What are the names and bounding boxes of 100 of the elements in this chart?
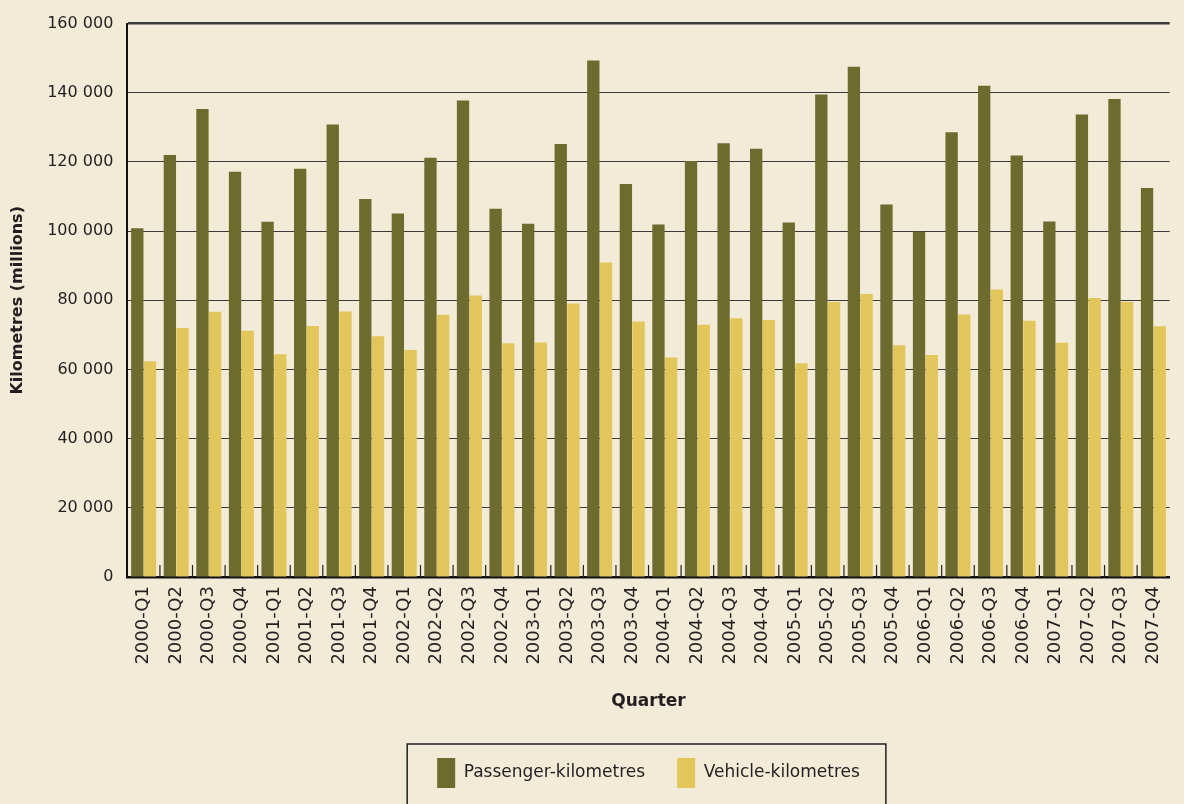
bar <box>730 318 743 577</box>
y-tick-label: 40 000 <box>57 427 114 447</box>
bar <box>1121 301 1134 577</box>
y-tick-label: 0 <box>103 566 114 586</box>
bar <box>827 302 841 577</box>
y-tick-label: 80 000 <box>57 289 114 309</box>
bar <box>489 208 502 577</box>
bar <box>1075 114 1089 577</box>
x-tick-label: 2001-Q3 <box>326 586 348 665</box>
x-tick-label: 2006-Q3 <box>978 586 1000 665</box>
bar <box>925 354 938 577</box>
legend-label: Passenger-kilometres <box>463 761 646 782</box>
bar <box>782 222 795 577</box>
bar <box>274 354 287 577</box>
x-tick-label: 2007-Q2 <box>1075 586 1097 665</box>
bar <box>665 357 678 577</box>
y-tick-label: 100 000 <box>47 220 114 240</box>
x-tick-label: 2001-Q4 <box>359 586 381 665</box>
y-tick-label: 60 000 <box>57 358 114 378</box>
x-tick-label: 2003-Q3 <box>587 586 609 665</box>
x-tick-label: 2006-Q4 <box>1010 586 1032 665</box>
bar <box>228 171 242 577</box>
bar <box>1055 342 1069 577</box>
x-tick-label: 2005-Q2 <box>815 586 837 665</box>
bar <box>371 336 385 577</box>
bar <box>750 148 763 577</box>
bar <box>502 343 515 577</box>
bar <box>306 325 320 577</box>
bar <box>1088 297 1101 577</box>
bar <box>795 363 808 577</box>
bar <box>567 303 580 577</box>
bar <box>958 314 971 577</box>
x-tick-label: 2006-Q2 <box>945 586 967 665</box>
x-tick-label: 2001-Q1 <box>261 586 283 665</box>
x-tick-label: 2003-Q2 <box>554 586 576 665</box>
bar <box>339 311 352 577</box>
bar <box>326 124 339 577</box>
bar <box>684 160 698 577</box>
bar <box>860 294 873 577</box>
bar <box>196 109 209 577</box>
bar <box>945 132 958 577</box>
x-tick-label: 2003-Q4 <box>619 586 641 665</box>
bar <box>261 221 274 577</box>
bar <box>163 155 177 577</box>
bar <box>436 314 450 577</box>
y-axis-title: Kilometres (millions) <box>6 206 26 395</box>
x-axis-title: Quarter <box>611 690 687 711</box>
bar <box>912 231 926 577</box>
bar <box>404 350 417 577</box>
x-tick-label: 2005-Q4 <box>880 586 902 665</box>
y-tick-label: 20 000 <box>57 497 114 516</box>
y-tick-label: 140 000 <box>47 81 114 101</box>
bar <box>1140 187 1154 577</box>
bar <box>697 324 710 577</box>
bar <box>847 66 861 577</box>
x-tick-label: 2002-Q1 <box>391 586 413 665</box>
x-tick-label: 2007-Q3 <box>1108 586 1130 665</box>
bar <box>131 228 144 577</box>
bar <box>632 321 645 577</box>
x-tick-label: 2000-Q2 <box>163 586 185 665</box>
y-tick-label: 160 000 <box>47 12 114 32</box>
x-tick-label: 2005-Q3 <box>847 586 869 665</box>
bar <box>456 100 470 577</box>
bar <box>176 327 189 577</box>
x-tick-label: 2005-Q1 <box>782 586 804 665</box>
x-tick-label: 2004-Q4 <box>750 586 772 665</box>
bar <box>990 289 1004 577</box>
x-tick-label: 2000-Q1 <box>131 586 153 665</box>
x-tick-label: 2000-Q4 <box>229 586 251 665</box>
bar <box>359 198 372 577</box>
bar <box>424 157 437 577</box>
x-tick-label: 2000-Q3 <box>196 586 218 665</box>
x-tick-label: 2004-Q2 <box>685 586 707 665</box>
x-tick-label: 2002-Q4 <box>489 586 511 665</box>
bar <box>815 94 828 577</box>
bar <box>1010 155 1023 577</box>
bar <box>522 223 535 577</box>
bar <box>599 262 613 577</box>
bar <box>1023 320 1036 577</box>
bar <box>294 168 307 577</box>
x-tick-label: 2001-Q2 <box>294 586 316 665</box>
x-tick-label: 2002-Q2 <box>424 586 446 665</box>
bar <box>1043 221 1056 577</box>
bar <box>143 361 157 577</box>
bar <box>1153 326 1166 577</box>
bar <box>762 320 776 577</box>
bar <box>717 143 730 577</box>
bar <box>1108 99 1121 577</box>
bar <box>619 184 633 577</box>
bar <box>978 85 991 577</box>
bar <box>469 295 482 577</box>
bar <box>587 60 600 577</box>
bar <box>391 213 405 577</box>
x-tick-label: 2006-Q1 <box>913 586 935 665</box>
bar <box>652 224 665 577</box>
x-tick-label: 2004-Q1 <box>652 586 674 665</box>
bar <box>880 204 893 577</box>
bar <box>208 311 222 577</box>
bar <box>554 143 567 577</box>
y-tick-label: 120 000 <box>47 151 114 171</box>
